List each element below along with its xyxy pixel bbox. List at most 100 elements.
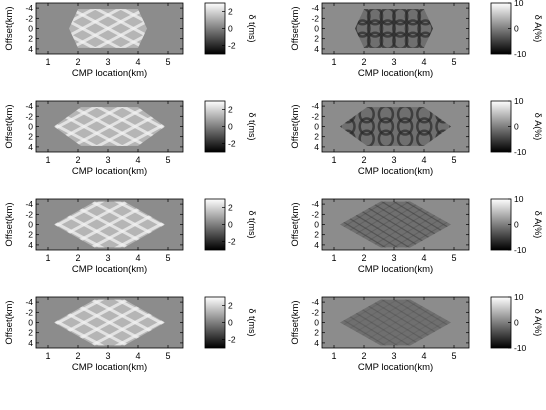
x-axis-label: CMP location(km) <box>72 362 147 373</box>
colorbar-tick-label: 10 <box>514 194 524 204</box>
x-tick-label: 5 <box>165 351 170 361</box>
x-tick-label: 1 <box>45 155 50 165</box>
colorbar-tick-label: 0 <box>228 220 233 230</box>
y-tick-label: -2 <box>25 111 33 121</box>
x-axis-label: CMP location(km) <box>72 166 147 177</box>
y-tick-label: 2 <box>28 328 33 338</box>
x-tick-label: 2 <box>75 155 80 165</box>
y-tick-label: 2 <box>314 132 319 142</box>
colorbar-label: δ A(%) <box>533 211 543 239</box>
texture-streak <box>234 199 318 250</box>
y-tick-label: -4 <box>311 297 319 307</box>
y-axis-label: Offset(km) <box>290 300 301 344</box>
x-tick-label: 1 <box>331 57 336 67</box>
x-tick-label: 4 <box>135 253 140 263</box>
y-tick-label: 0 <box>314 24 319 34</box>
x-tick-label: 4 <box>421 155 426 165</box>
y-tick-label: -4 <box>25 297 33 307</box>
colorbar-tick-label: 0 <box>514 24 519 34</box>
colorbar-tick-label: 0 <box>228 122 233 132</box>
colorbar-tick-label: -2 <box>228 237 236 247</box>
x-tick-label: 2 <box>361 351 366 361</box>
x-tick-label: 1 <box>331 155 336 165</box>
texture-streak <box>234 297 318 348</box>
y-axis-label: Offset(km) <box>4 202 15 246</box>
y-tick-label: -2 <box>311 111 319 121</box>
x-axis-label: CMP location(km) <box>358 166 433 177</box>
x-tick-label: 2 <box>361 253 366 263</box>
x-tick-label: 2 <box>75 57 80 67</box>
colorbar-tick-label: -10 <box>514 49 527 59</box>
y-tick-label: -4 <box>311 199 319 209</box>
x-tick-label: 5 <box>165 155 170 165</box>
x-tick-label: 1 <box>45 351 50 361</box>
x-tick-label: 3 <box>105 253 110 263</box>
x-tick-label: 3 <box>105 351 110 361</box>
y-tick-label: -2 <box>25 209 33 219</box>
texture-band <box>0 3 3 54</box>
colorbar-tick-label: 2 <box>228 203 233 213</box>
y-tick-label: 2 <box>28 230 33 240</box>
y-axis-label: Offset(km) <box>290 202 301 246</box>
footprint-texture <box>356 8 433 48</box>
x-tick-label: 1 <box>331 253 336 263</box>
colorbar-tick-label: -2 <box>228 139 236 149</box>
x-tick-label: 4 <box>135 351 140 361</box>
x-tick-label: 3 <box>391 351 396 361</box>
y-tick-label: -2 <box>311 13 319 23</box>
x-tick-label: 4 <box>421 253 426 263</box>
texture-streak <box>234 297 318 348</box>
x-tick-label: 5 <box>165 57 170 67</box>
texture-band <box>189 297 285 348</box>
colorbar-tick-label: 0 <box>228 24 233 34</box>
x-tick-label: 2 <box>75 351 80 361</box>
y-tick-label: -4 <box>25 199 33 209</box>
x-tick-label: 3 <box>391 253 396 263</box>
y-tick-label: 4 <box>28 142 33 152</box>
y-tick-label: 0 <box>314 220 319 230</box>
y-tick-label: 4 <box>28 44 33 54</box>
y-tick-label: 0 <box>28 318 33 328</box>
x-tick-label: 2 <box>361 155 366 165</box>
colorbar-tick-label: -2 <box>228 41 236 51</box>
y-tick-label: -4 <box>25 3 33 13</box>
x-tick-label: 3 <box>105 155 110 165</box>
y-tick-label: 0 <box>314 318 319 328</box>
y-tick-label: 4 <box>314 142 319 152</box>
y-tick-label: 4 <box>28 338 33 348</box>
x-axis-label: CMP location(km) <box>72 68 147 79</box>
colorbar-tick-label: 10 <box>514 96 524 106</box>
texture-band <box>189 199 285 250</box>
texture-band <box>0 3 3 54</box>
colorbar-label: δ t(ms) <box>247 308 257 336</box>
colorbar-tick-label: -10 <box>514 343 527 353</box>
colorbar-label: δ A(%) <box>533 15 543 43</box>
x-tick-label: 2 <box>75 253 80 263</box>
x-axis-label: CMP location(km) <box>72 264 147 275</box>
y-tick-label: -2 <box>25 307 33 317</box>
x-tick-label: 1 <box>45 253 50 263</box>
y-tick-label: 0 <box>28 122 33 132</box>
colorbar-label: δ A(%) <box>533 113 543 141</box>
y-tick-label: 2 <box>314 34 319 44</box>
y-axis-label: Offset(km) <box>4 300 15 344</box>
y-tick-label: -2 <box>311 209 319 219</box>
y-tick-label: -2 <box>311 307 319 317</box>
x-tick-label: 5 <box>451 351 456 361</box>
colorbar-tick-label: 2 <box>228 301 233 311</box>
texture-band <box>189 101 285 152</box>
x-tick-label: 3 <box>391 155 396 165</box>
x-axis-label: CMP location(km) <box>358 362 433 373</box>
colorbar-label: δ t(ms) <box>247 112 257 140</box>
x-tick-label: 5 <box>451 253 456 263</box>
texture-band <box>189 199 285 250</box>
x-tick-label: 3 <box>105 57 110 67</box>
